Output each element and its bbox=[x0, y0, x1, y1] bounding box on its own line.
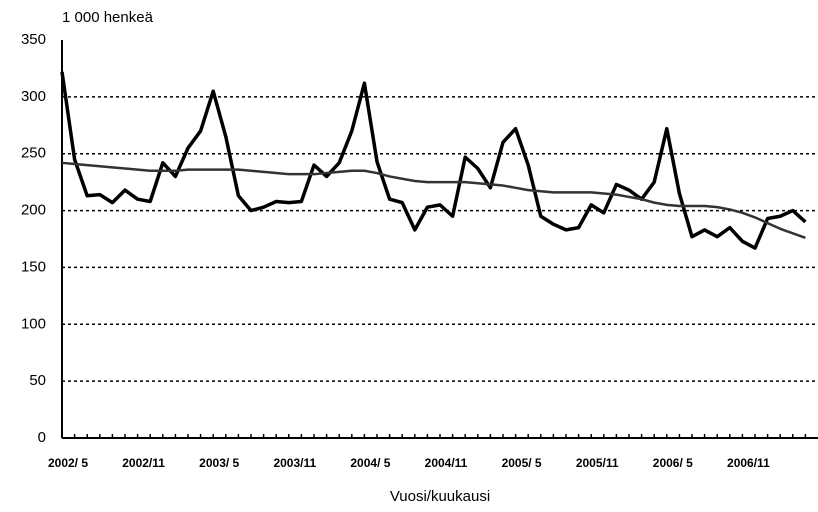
x-tick-label: 2004/11 bbox=[425, 456, 468, 470]
series-line bbox=[61, 161, 806, 240]
y-tick-label: 300 bbox=[21, 88, 46, 105]
x-tick-label: 2004/ 5 bbox=[350, 456, 390, 470]
y-tick-label: 50 bbox=[29, 372, 46, 389]
y-tick-label: 200 bbox=[21, 202, 46, 219]
y-tick-label: 250 bbox=[21, 145, 46, 162]
x-tick-label: 2005/11 bbox=[576, 456, 619, 470]
series-line bbox=[60, 71, 807, 250]
x-tick-label: 2006/11 bbox=[727, 456, 770, 470]
x-tick-label: 2006/ 5 bbox=[653, 456, 693, 470]
x-tick-label: 2002/ 5 bbox=[48, 456, 88, 470]
y-tick-label: 100 bbox=[21, 315, 46, 332]
y-axis-label: 1 000 henkeä bbox=[62, 9, 154, 26]
x-tick-label: 2003/ 5 bbox=[199, 456, 239, 470]
x-tick-label: 2005/ 5 bbox=[502, 456, 542, 470]
x-tick-label: 2002/11 bbox=[122, 456, 165, 470]
y-tick-label: 0 bbox=[38, 429, 46, 446]
x-tick-label: 2003/11 bbox=[273, 456, 316, 470]
x-axis-label: Vuosi/kuukausi bbox=[390, 488, 490, 505]
y-tick-label: 350 bbox=[21, 31, 46, 48]
y-tick-label: 150 bbox=[21, 258, 46, 275]
